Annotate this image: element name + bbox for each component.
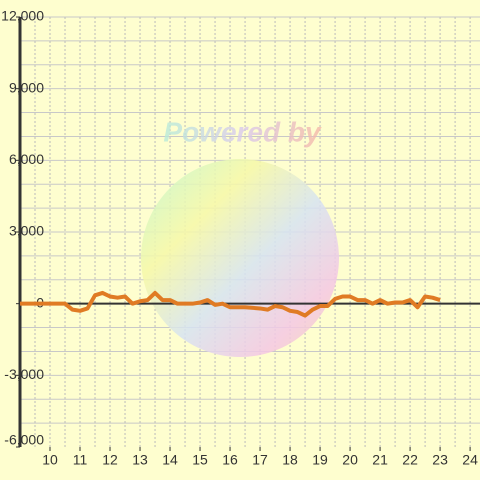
y-tick-label: 3,000 <box>9 223 44 239</box>
y-tick-label: 6,000 <box>9 151 44 167</box>
x-tick-label: 16 <box>222 452 238 468</box>
x-tick-label: 10 <box>42 452 58 468</box>
x-tick-label: 17 <box>252 452 268 468</box>
watermark-logo <box>141 159 339 357</box>
x-tick-label: 21 <box>372 452 388 468</box>
x-tick-label: 13 <box>132 452 148 468</box>
y-tick-label: 12,000 <box>1 8 44 24</box>
x-tick-label: 11 <box>73 452 88 468</box>
y-tick-label: -3,000 <box>4 366 44 382</box>
x-tick-label: 15 <box>192 452 208 468</box>
data-line <box>20 290 441 318</box>
x-tick-label: 23 <box>432 452 448 468</box>
x-tick-label: 22 <box>402 452 418 468</box>
x-tick-label: 20 <box>342 452 358 468</box>
x-tick-label: 18 <box>282 452 298 468</box>
x-tick-label: 24 <box>462 452 478 468</box>
y-tick-label: 9,000 <box>9 79 44 95</box>
x-tick-label: 12 <box>102 452 118 468</box>
x-tick-label: 19 <box>312 452 328 468</box>
watermark-text: Powered by <box>163 116 322 147</box>
x-tick-label: 14 <box>162 452 178 468</box>
y-tick-label: -6,000 <box>4 432 44 448</box>
